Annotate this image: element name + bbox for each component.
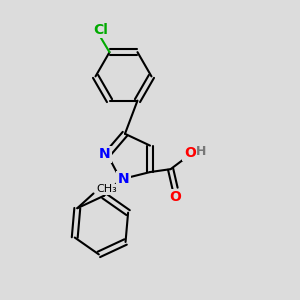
Text: N: N [118, 172, 129, 186]
Text: Cl: Cl [93, 23, 108, 37]
Text: O: O [184, 146, 196, 160]
Text: CH₃: CH₃ [96, 184, 117, 194]
Text: O: O [169, 190, 181, 204]
Text: H: H [196, 145, 207, 158]
Text: N: N [98, 147, 110, 161]
